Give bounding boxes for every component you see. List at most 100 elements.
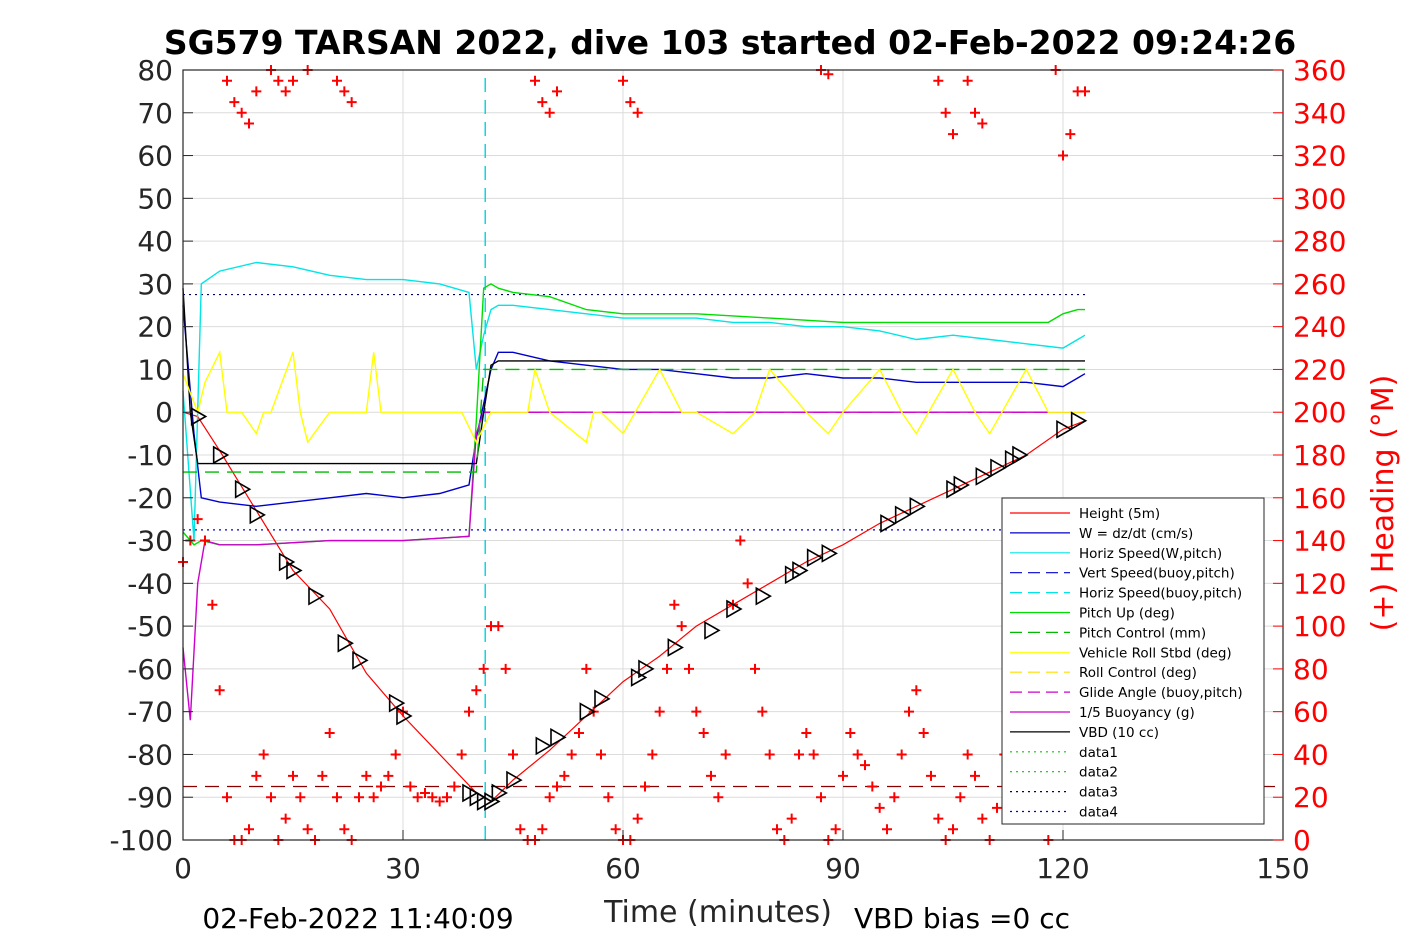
y-right-tick-label: 200 xyxy=(1293,396,1346,429)
heading-point xyxy=(559,770,570,781)
heading-point xyxy=(860,760,870,771)
heading-point xyxy=(244,824,254,835)
heading-point xyxy=(874,802,885,813)
series-line-vbd xyxy=(182,288,1085,465)
heading-point xyxy=(544,792,555,803)
heading-point xyxy=(244,118,254,129)
heading-point xyxy=(251,86,262,97)
legend-label: 1/5 Buoyancy (g) xyxy=(1079,705,1195,721)
heading-point xyxy=(493,621,504,632)
y-right-tick-label: 340 xyxy=(1293,97,1346,130)
heading-point xyxy=(992,802,1002,813)
depth-marker xyxy=(308,586,325,606)
heading-point xyxy=(794,749,804,760)
y-axis-right-label: (+) Heading (°M) xyxy=(1366,375,1401,632)
heading-point xyxy=(632,107,643,118)
heading-point xyxy=(368,792,379,803)
heading-point xyxy=(214,685,225,696)
heading-point xyxy=(280,813,291,824)
y-left-tick-label: -40 xyxy=(127,567,173,600)
heading-point xyxy=(742,578,753,589)
heading-point xyxy=(1058,150,1068,161)
heading-point xyxy=(764,749,775,760)
heading-point xyxy=(405,781,416,792)
legend-label: Roll Control (deg) xyxy=(1079,665,1197,681)
heading-point xyxy=(530,75,540,86)
heading-point xyxy=(574,728,584,739)
y-axis-left-ticks: 80 70 60 50 40 30 20 10 0 -10 -20 -30 -40 -50 -60 -70 -8… xyxy=(109,54,193,857)
depth-marker xyxy=(594,689,611,709)
heading-point xyxy=(970,770,980,781)
depth-markers xyxy=(190,407,1088,811)
heading-point xyxy=(610,824,621,835)
heading-point xyxy=(948,129,958,140)
heading-point xyxy=(845,728,856,739)
depth-marker xyxy=(352,650,369,670)
heading-point xyxy=(618,75,628,86)
y-left-tick-label: 60 xyxy=(137,140,173,173)
heading-point xyxy=(192,514,203,525)
heading-point xyxy=(735,535,746,546)
depth-marker xyxy=(726,599,743,619)
x-tick-label: 120 xyxy=(1036,852,1089,885)
heading-point xyxy=(662,663,672,674)
legend-label: Vehicle Roll Stbd (deg) xyxy=(1079,645,1232,661)
y-left-tick-label: 30 xyxy=(137,268,173,301)
heading-point xyxy=(280,86,291,97)
y-left-tick-label: 80 xyxy=(137,54,173,87)
heading-point xyxy=(691,706,702,717)
heading-point xyxy=(251,770,262,781)
depth-marker xyxy=(491,783,508,803)
heading-point xyxy=(654,706,665,717)
depth-marker xyxy=(667,638,684,657)
y-right-tick-label: 180 xyxy=(1293,439,1346,472)
x-tick-label: 60 xyxy=(605,852,641,885)
depth-marker xyxy=(880,514,897,533)
heading-point xyxy=(808,749,819,760)
heading-point xyxy=(904,706,914,717)
heading-point xyxy=(478,663,489,674)
heading-point xyxy=(376,781,386,792)
legend-label: data4 xyxy=(1079,805,1118,821)
legend-label: Horiz Speed(buoy,pitch) xyxy=(1079,586,1242,602)
depth-marker xyxy=(953,475,970,495)
heading-point xyxy=(339,824,350,835)
heading-point xyxy=(420,787,430,798)
y-left-tick-label: 10 xyxy=(137,353,173,386)
heading-point xyxy=(346,97,357,108)
heading-point xyxy=(1065,129,1076,140)
y-right-tick-label: 140 xyxy=(1293,525,1346,558)
heading-point xyxy=(918,728,929,739)
footer-vbd-bias: VBD bias =0 cc xyxy=(854,902,1070,935)
heading-point xyxy=(772,824,782,835)
heading-point xyxy=(977,813,988,824)
y-left-tick-label: -60 xyxy=(127,653,173,686)
legend-label: W = dz/dt (cm/s) xyxy=(1079,526,1193,542)
heading-point xyxy=(222,792,232,803)
heading-point xyxy=(684,663,694,674)
heading-point xyxy=(933,75,944,86)
y-right-tick-label: 160 xyxy=(1293,482,1346,515)
x-tick-label: 90 xyxy=(825,852,861,885)
y-right-tick-label: 300 xyxy=(1293,182,1346,215)
heading-point xyxy=(552,86,562,97)
heading-point xyxy=(324,728,335,739)
depth-marker xyxy=(286,561,303,580)
legend-label: Pitch Control (mm) xyxy=(1079,625,1206,641)
y-left-tick-label: -20 xyxy=(127,482,173,515)
heading-point xyxy=(948,824,958,835)
heading-point xyxy=(537,97,548,108)
heading-point xyxy=(867,781,878,792)
depth-marker xyxy=(894,505,912,525)
depth-marker xyxy=(1070,411,1088,431)
heading-point xyxy=(852,749,863,760)
heading-point xyxy=(970,107,980,118)
heading-point xyxy=(412,792,423,803)
y-left-tick-label: -90 xyxy=(127,781,173,814)
heading-point xyxy=(566,749,577,760)
heading-point xyxy=(288,75,298,86)
heading-point xyxy=(332,75,342,86)
heading-point xyxy=(537,824,548,835)
heading-point xyxy=(625,97,636,108)
